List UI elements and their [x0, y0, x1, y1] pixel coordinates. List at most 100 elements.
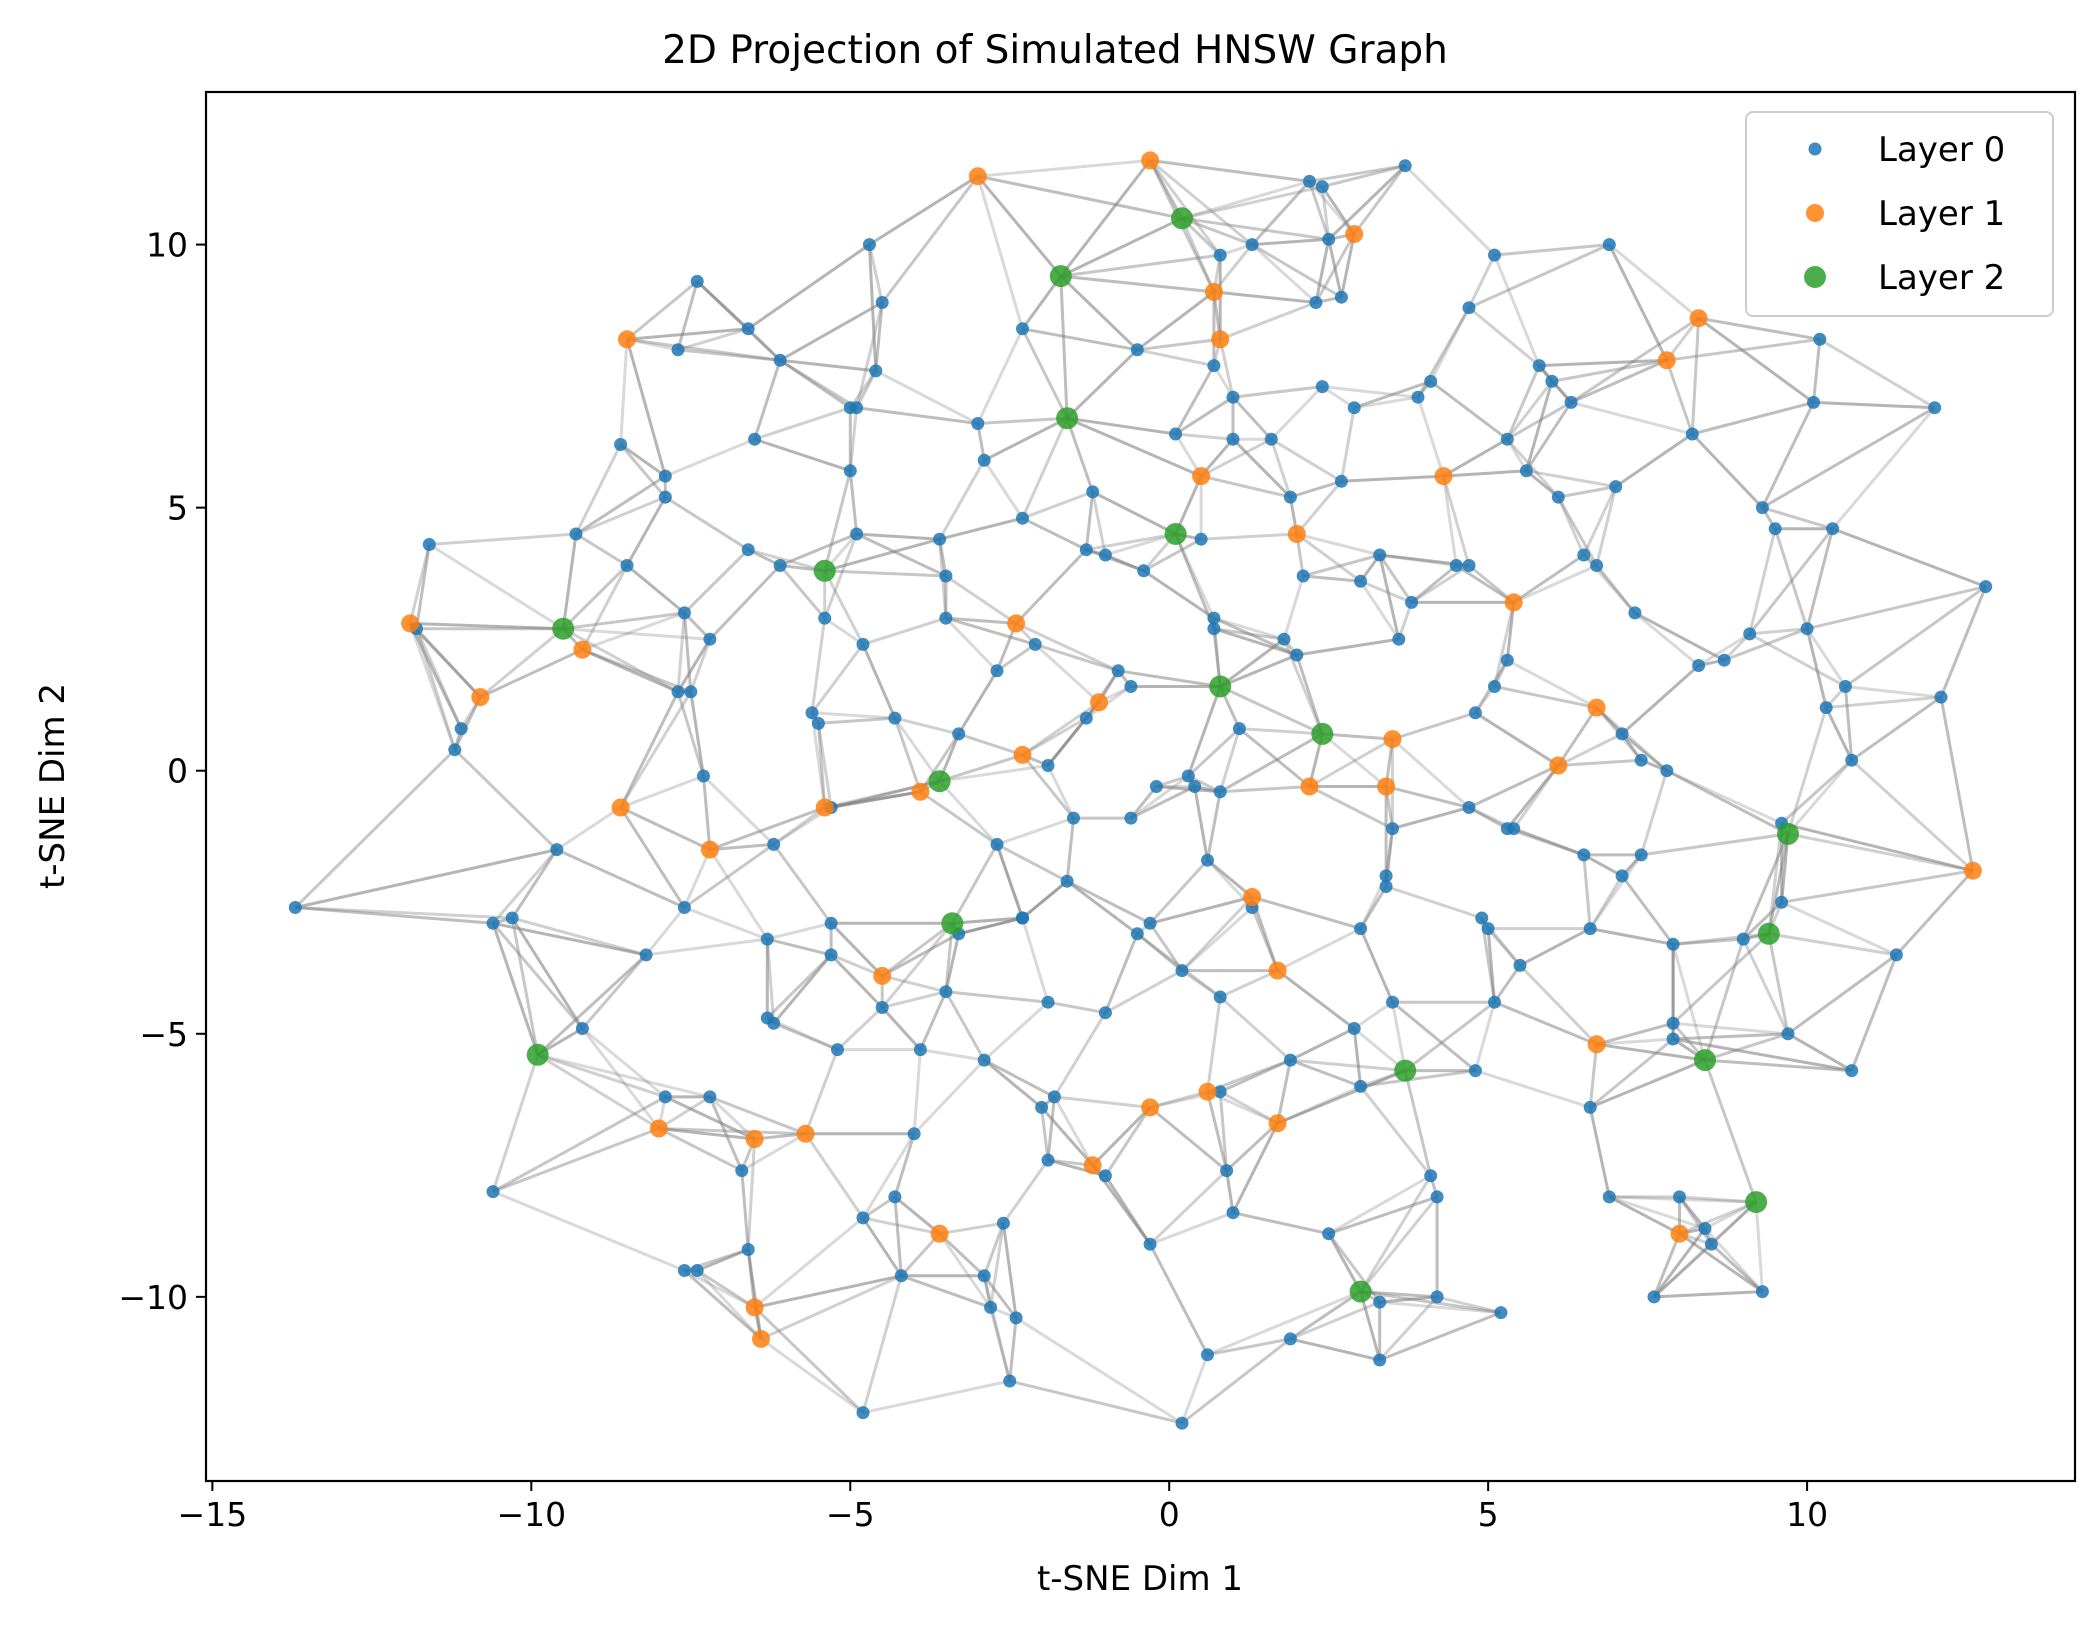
graph-edge [1436, 1295, 1502, 1315]
layer-0-point [1283, 1053, 1297, 1067]
graph-edge [862, 1379, 1011, 1415]
graph-edge [983, 1274, 1018, 1319]
layer-2-point [1056, 407, 1079, 430]
graph-edge [1206, 1290, 1362, 1357]
graph-edge [1174, 533, 1216, 630]
graph-edge [1206, 791, 1222, 861]
layer-1-point [1345, 225, 1364, 244]
graph-edge [1524, 380, 1554, 472]
graph-edge [1697, 632, 1751, 667]
graph-edge [1296, 637, 1400, 657]
graph-edge [1761, 406, 1936, 509]
graph-edge [1270, 385, 1324, 441]
layer-0-point [1781, 1027, 1795, 1041]
layer-0-point [1577, 848, 1591, 862]
layer-2-point [813, 559, 836, 582]
layer-0-point [1743, 627, 1757, 641]
graph-edge [702, 774, 775, 846]
graph-edge [855, 302, 884, 409]
graph-edge [619, 443, 667, 499]
layer-0-point [1819, 701, 1833, 715]
graph-edge [562, 564, 629, 630]
graph-edge [1206, 1091, 1229, 1171]
graph-edge [1359, 1195, 1439, 1293]
graph-edge [510, 917, 584, 1030]
graph-edge [696, 1269, 756, 1309]
graph-edge [944, 933, 961, 993]
layer-1-point [1090, 693, 1108, 712]
graph-edge [938, 780, 999, 846]
graph-edge [1040, 1106, 1094, 1167]
layer-0-point [1347, 401, 1361, 415]
graph-edge [574, 443, 622, 535]
layer-0-point [1379, 880, 1393, 893]
graph-edge [1065, 817, 1075, 882]
layer-0-point [1277, 632, 1291, 646]
layer-0-point [1207, 359, 1221, 373]
layer-0-point [1041, 995, 1055, 1009]
graph-edge [1296, 532, 1381, 557]
graph-edge [893, 717, 941, 783]
graph-edge [989, 1307, 1012, 1382]
graph-edge [818, 716, 896, 725]
layer-2-point [928, 770, 951, 793]
graph-edge [920, 1048, 985, 1062]
layer-1-point [700, 840, 719, 859]
layer-1-point [401, 614, 420, 633]
graph-edge [944, 923, 954, 992]
graph-edge [976, 328, 1024, 425]
graph-edge [1633, 611, 1700, 667]
graph-edge [1824, 706, 1854, 761]
layer-0-point [1016, 511, 1029, 525]
graph-edge [1200, 474, 1291, 499]
graph-edge [1231, 438, 1292, 499]
graph-edge [779, 359, 852, 409]
layer-0-point [658, 1090, 672, 1104]
graph-points [288, 151, 1993, 1430]
graph-edge [408, 622, 457, 751]
graph-edge [1410, 564, 1458, 604]
graph-edge [938, 1232, 992, 1309]
layer-1-point [752, 1329, 770, 1348]
graph-edge [893, 1133, 916, 1198]
graph-edge [1149, 158, 1310, 183]
graph-edge [1181, 179, 1310, 220]
graph-edge [867, 244, 884, 303]
graph-edge [683, 843, 775, 909]
y-tick-label: 0 [167, 752, 188, 791]
layer-0-point [1411, 390, 1425, 404]
graph-edge [1353, 395, 1419, 410]
graph-edge [1289, 1058, 1362, 1088]
graph-edge [1378, 554, 1401, 640]
graph-edge [746, 1249, 763, 1340]
graph-edge [804, 1049, 839, 1135]
graph-edge [1780, 900, 1898, 957]
graph-edge [1486, 927, 1522, 967]
graph-edge [950, 843, 999, 925]
layer-0-point [1379, 869, 1393, 883]
graph-edge [1588, 1107, 1611, 1198]
graph-edge [1148, 159, 1222, 256]
graph-edge [1939, 586, 1988, 698]
graph-edge [581, 1027, 667, 1099]
graph-edge [1359, 1175, 1432, 1293]
graph-edge [1353, 379, 1432, 410]
graph-edge [861, 1133, 916, 1219]
graph-edge [1539, 358, 1667, 368]
graph-edge [1091, 491, 1107, 556]
plot-area-frame [204, 90, 2077, 1483]
graph-edge [939, 1221, 1004, 1236]
graph-edge [1666, 769, 1789, 836]
layer-0-point [1755, 501, 1769, 515]
graph-edge [453, 696, 482, 751]
graph-edge [747, 548, 826, 573]
graph-edge [1512, 553, 1585, 604]
graph-edge [811, 711, 895, 720]
layer-0-point [1488, 248, 1501, 262]
graph-edge [1556, 496, 1586, 556]
graph-edge [626, 280, 699, 341]
layer-1-point [911, 782, 930, 801]
graph-edge [1213, 616, 1298, 657]
graph-edge [1385, 785, 1470, 809]
